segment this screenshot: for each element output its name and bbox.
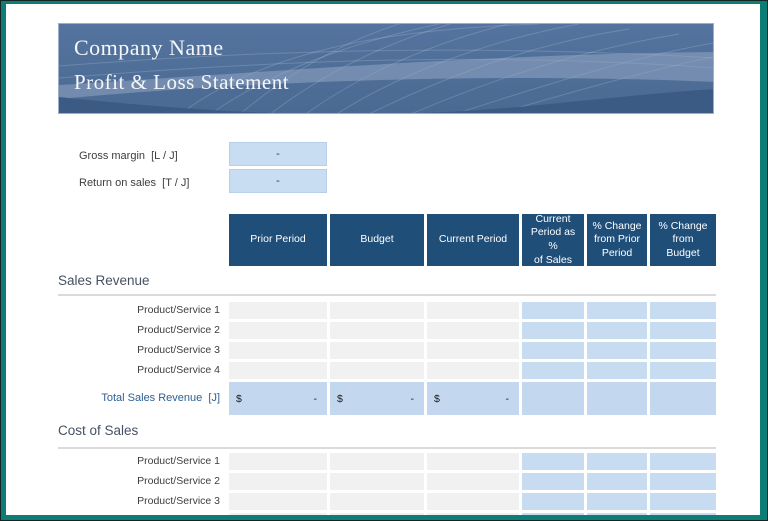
- document-title: Profit & Loss Statement: [74, 70, 290, 94]
- calc-cell[interactable]: [650, 473, 716, 490]
- calc-cell[interactable]: [522, 362, 584, 379]
- calc-cell[interactable]: [587, 473, 647, 490]
- input-cell[interactable]: [427, 302, 519, 319]
- input-cell[interactable]: [229, 453, 327, 470]
- input-cell[interactable]: [330, 342, 424, 359]
- total-value: -: [410, 392, 415, 405]
- cost-of-sales-rows: Product/Service 1 Product/Service 2 Prod…: [58, 453, 716, 515]
- total-value: -: [313, 392, 318, 405]
- column-header-prior-period: Prior Period: [229, 214, 327, 266]
- input-cell[interactable]: [330, 302, 424, 319]
- row-label: Product/Service 2: [137, 324, 220, 336]
- input-cell[interactable]: [427, 493, 519, 510]
- currency-symbol: $: [236, 392, 242, 405]
- calc-cell[interactable]: [522, 322, 584, 339]
- input-cell[interactable]: [229, 493, 327, 510]
- calc-cell[interactable]: [650, 493, 716, 510]
- total-cell-current-period[interactable]: $ -: [427, 382, 519, 415]
- total-calc-cell[interactable]: [650, 382, 716, 415]
- calc-cell[interactable]: [522, 342, 584, 359]
- calc-cell[interactable]: [650, 513, 716, 515]
- row-label: Product/Service 2: [137, 475, 220, 487]
- column-header-row: Prior Period Budget Current Period Curre…: [58, 213, 716, 266]
- return-on-sales-value-cell[interactable]: -: [229, 169, 327, 193]
- input-cell[interactable]: [229, 342, 327, 359]
- calc-cell[interactable]: [522, 513, 584, 515]
- total-sales-revenue-label: Total Sales Revenue [J]: [101, 392, 220, 404]
- row-label: Product/Service 3: [137, 495, 220, 507]
- calc-cell[interactable]: [522, 302, 584, 319]
- calc-cell[interactable]: [587, 342, 647, 359]
- input-cell[interactable]: [427, 473, 519, 490]
- section-heading-sales-revenue: Sales Revenue: [58, 273, 150, 288]
- total-cell-budget[interactable]: $ -: [330, 382, 424, 415]
- banner-decoration: [59, 24, 713, 113]
- input-cell[interactable]: [229, 362, 327, 379]
- calc-cell[interactable]: [522, 493, 584, 510]
- input-cell[interactable]: [330, 473, 424, 490]
- total-value: -: [505, 392, 510, 405]
- input-cell[interactable]: [330, 362, 424, 379]
- calc-cell[interactable]: [650, 302, 716, 319]
- calc-cell[interactable]: [587, 302, 647, 319]
- gross-margin-label: Gross margin [L / J]: [79, 150, 178, 162]
- input-cell[interactable]: [229, 322, 327, 339]
- return-on-sales-label: Return on sales [T / J]: [79, 177, 190, 189]
- input-cell[interactable]: [427, 453, 519, 470]
- banner-text: Company Name Profit & Loss Statement: [74, 33, 289, 97]
- row-label: Product/Service 3: [137, 344, 220, 356]
- gross-margin-value-cell[interactable]: -: [229, 142, 327, 166]
- total-cell-prior-period[interactable]: $ -: [229, 382, 327, 415]
- section-rule: [58, 447, 716, 449]
- header-spacer: [58, 214, 226, 266]
- calc-cell[interactable]: [522, 453, 584, 470]
- currency-symbol: $: [434, 392, 440, 405]
- row-label: Product/Service 1: [137, 304, 220, 316]
- calc-cell[interactable]: [587, 362, 647, 379]
- input-cell[interactable]: [330, 322, 424, 339]
- section-rule: [58, 294, 716, 296]
- input-cell[interactable]: [427, 322, 519, 339]
- company-name: Company Name: [74, 35, 224, 60]
- sales-revenue-rows: Product/Service 1 Product/Service 2 Prod…: [58, 302, 716, 415]
- input-cell[interactable]: [229, 513, 327, 515]
- return-on-sales-value: -: [276, 175, 280, 187]
- row-label: Product/Service 4: [58, 513, 226, 515]
- title-banner: Company Name Profit & Loss Statement: [58, 23, 714, 114]
- total-calc-cell[interactable]: [587, 382, 647, 415]
- gross-margin-value: -: [276, 148, 280, 160]
- total-calc-cell[interactable]: [522, 382, 584, 415]
- calc-cell[interactable]: [650, 362, 716, 379]
- calc-cell[interactable]: [650, 322, 716, 339]
- input-cell[interactable]: [330, 513, 424, 515]
- column-header-budget: Budget: [330, 214, 424, 266]
- input-cell[interactable]: [427, 342, 519, 359]
- input-cell[interactable]: [330, 453, 424, 470]
- currency-symbol: $: [337, 392, 343, 405]
- column-header-pct-change-prior: % Change from Prior Period: [587, 214, 647, 266]
- input-cell[interactable]: [427, 513, 519, 515]
- row-label: Product/Service 4: [137, 364, 220, 376]
- column-header-current-period: Current Period: [427, 214, 519, 266]
- calc-cell[interactable]: [522, 473, 584, 490]
- calc-cell[interactable]: [587, 513, 647, 515]
- calc-cell[interactable]: [587, 493, 647, 510]
- calc-cell[interactable]: [650, 342, 716, 359]
- row-label: Product/Service 1: [137, 455, 220, 467]
- calc-cell[interactable]: [587, 322, 647, 339]
- calc-cell[interactable]: [587, 453, 647, 470]
- section-heading-cost-of-sales: Cost of Sales: [58, 423, 139, 438]
- input-cell[interactable]: [427, 362, 519, 379]
- input-cell[interactable]: [330, 493, 424, 510]
- input-cell[interactable]: [229, 473, 327, 490]
- sheet-panel: Company Name Profit & Loss Statement Gro…: [6, 4, 760, 515]
- calc-cell[interactable]: [650, 453, 716, 470]
- column-header-pct-change-budget: % Change from Budget: [650, 214, 716, 266]
- column-header-current-period-pct-sales: Current Period as % of Sales: [522, 213, 584, 266]
- input-cell[interactable]: [229, 302, 327, 319]
